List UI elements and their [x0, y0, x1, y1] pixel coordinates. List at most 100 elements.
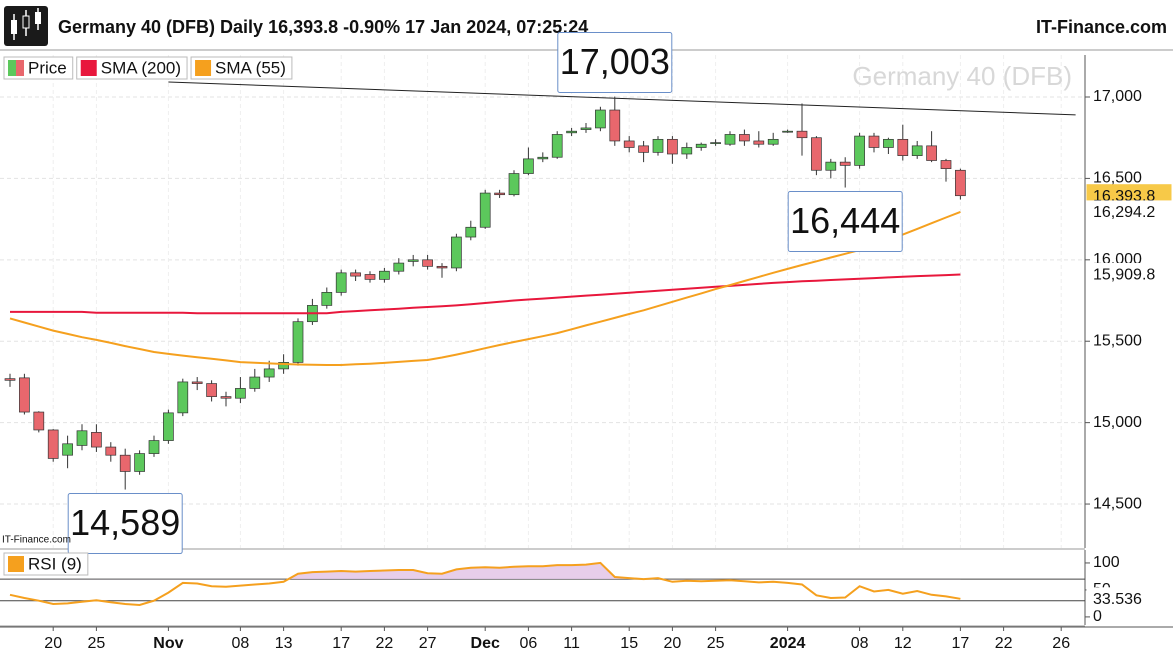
candle-body: [811, 137, 822, 171]
candle-body: [508, 173, 520, 196]
candle-body: [854, 135, 865, 166]
last-value-text: 33.536: [1093, 591, 1142, 608]
legend-swatch: [80, 60, 97, 76]
x-tick-label: Dec: [471, 635, 500, 652]
candle-body: [321, 292, 333, 306]
legend-box: [190, 56, 293, 80]
x-tick-label: 25: [707, 635, 725, 652]
x-tick-label: 26: [1052, 635, 1070, 652]
candle-body: [422, 259, 433, 267]
candle-body: [494, 192, 505, 196]
candle-body: [148, 440, 160, 454]
source-label: IT-Finance.com: [2, 535, 71, 546]
legend-swatch: [195, 60, 212, 76]
candle-body: [566, 130, 577, 134]
legend-item: RSI (9): [3, 552, 89, 576]
candle-body: [249, 376, 261, 389]
candle-body: [911, 145, 923, 156]
candle-body: [407, 259, 419, 262]
candle-body: [796, 130, 808, 139]
candle-body: [479, 192, 491, 228]
candle-body: [91, 432, 102, 448]
candle-body: [868, 135, 880, 148]
candle-body: [62, 443, 73, 456]
candle-body: [710, 142, 721, 144]
legend-item: SMA (200): [76, 56, 188, 80]
candle-body: [595, 109, 606, 129]
last-value-text: 16,294.2: [1093, 204, 1155, 221]
legend-label: RSI (9): [28, 554, 82, 573]
x-tick-label: 08: [232, 635, 250, 652]
x-tick-label: 08: [851, 635, 869, 652]
candle-body: [825, 161, 837, 171]
x-tick-label: 12: [894, 635, 912, 652]
candle-body: [335, 272, 347, 293]
y-tick-label: 0: [1093, 608, 1102, 625]
last-value-box: [1086, 587, 1172, 611]
candle-body: [753, 140, 765, 145]
candle-body: [623, 140, 635, 148]
candle-body: [839, 161, 851, 166]
candle-body: [191, 381, 203, 384]
header-brand: IT-Finance.com: [1036, 17, 1167, 37]
sma-line: [10, 273, 961, 315]
candle-body: [364, 274, 376, 280]
candle-body: [638, 145, 649, 153]
candle-body: [278, 362, 289, 370]
last-value-label: 16,294.2: [1086, 200, 1172, 224]
candle-body: [940, 160, 952, 169]
candle-body: [681, 147, 693, 155]
candle-body: [465, 226, 477, 238]
candle-body: [19, 377, 30, 413]
legend-label: SMA (200): [101, 58, 181, 77]
x-tick-label: 17: [952, 635, 970, 652]
x-tick-label: 22: [995, 635, 1013, 652]
candle-body: [220, 396, 232, 399]
x-tick-label: 11: [563, 635, 580, 652]
x-tick-label: 13: [275, 635, 293, 652]
candle-body: [724, 134, 736, 145]
legend-item: SMA (55): [190, 56, 293, 80]
candle-body: [436, 265, 448, 269]
annotation-label: 17,003: [560, 41, 670, 82]
x-tick-label: 22: [376, 635, 394, 652]
last-value-box: [1086, 263, 1172, 287]
candle-body: [955, 169, 966, 197]
candle-body: [177, 381, 189, 414]
candle-body: [551, 134, 563, 158]
candle-body: [739, 134, 750, 142]
candle-body: [134, 453, 145, 472]
candle-body: [47, 429, 59, 459]
candle-body: [537, 156, 549, 160]
rsi-line: [9, 561, 961, 607]
candle-body: [4, 378, 16, 381]
sma-line: [9, 210, 961, 366]
candle-body: [523, 158, 534, 174]
candle-body: [235, 388, 246, 399]
last-value-label: 33.536: [1086, 587, 1172, 611]
candle-body: [379, 270, 390, 280]
candle-body: [105, 446, 117, 456]
legend-box: [76, 56, 188, 80]
x-tick-label: 15: [620, 635, 638, 652]
trendline: [168, 81, 1076, 116]
legend-swatch: [8, 556, 24, 572]
annotation-box: [787, 191, 903, 253]
legend-item: Price: [3, 56, 74, 80]
last-value-text: 15,909.8: [1093, 267, 1155, 284]
candle-body: [926, 145, 937, 161]
x-tick-label: 06: [520, 635, 538, 652]
y-tick-label: 15,500: [1093, 332, 1142, 349]
app-icon: [4, 6, 48, 46]
candle-body: [652, 138, 664, 153]
y-tick-label: 17,000: [1093, 88, 1142, 105]
legend-label: Price: [28, 58, 67, 77]
candle-body: [883, 138, 894, 148]
x-tick-label: 25: [88, 635, 106, 652]
watermark: Germany 40 (DFB): [852, 61, 1072, 91]
plot-layer: 14,50015,00015,50016,00016,50017,00017,0…: [0, 32, 1173, 652]
legend-swatch: [16, 60, 24, 76]
legend-label: SMA (55): [215, 58, 286, 77]
